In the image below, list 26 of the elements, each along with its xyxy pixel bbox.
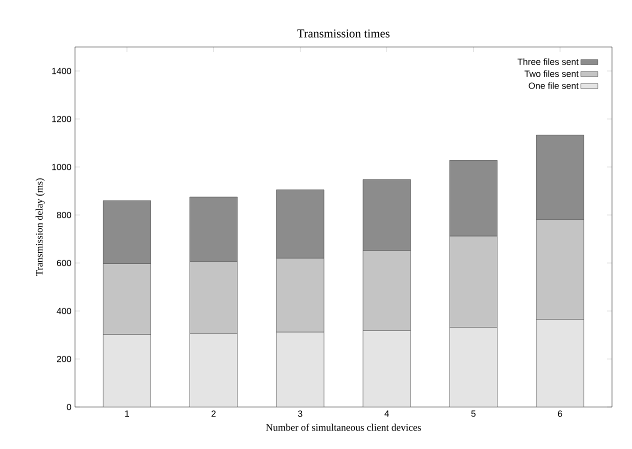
legend-label: Three files sent: [518, 58, 579, 65]
x-tick-label: 2: [212, 410, 216, 417]
x-tick-label: 5: [471, 410, 476, 417]
x-tick-label: 3: [298, 410, 302, 417]
y-tick-label: 1400: [52, 68, 72, 74]
x-tick-label: 1: [125, 410, 130, 417]
bar: [536, 319, 584, 407]
bar: [449, 327, 498, 407]
x-tick-label: 6: [558, 410, 562, 417]
legend-label: Two files sent: [524, 70, 579, 77]
y-axis-title: Transmission delay (ms): [36, 178, 45, 276]
bar: [362, 330, 411, 407]
y-tick-label: 600: [56, 260, 72, 266]
bar: [190, 334, 238, 407]
y-tick-label: 800: [56, 212, 72, 218]
y-tick-label: 0: [66, 404, 72, 410]
y-tick-label: 400: [56, 308, 72, 314]
bar: [102, 334, 151, 407]
x-axis-title: Number of simultaneous client devices: [266, 424, 421, 431]
x-tick-label: 4: [384, 410, 390, 417]
y-tick-label: 1200: [52, 116, 72, 122]
y-tick-label: 1000: [52, 164, 72, 170]
y-tick-label: 200: [56, 356, 72, 362]
legend-label: One file sent: [528, 82, 579, 89]
chart-title: Transmission times: [297, 29, 390, 38]
bar: [276, 332, 324, 407]
